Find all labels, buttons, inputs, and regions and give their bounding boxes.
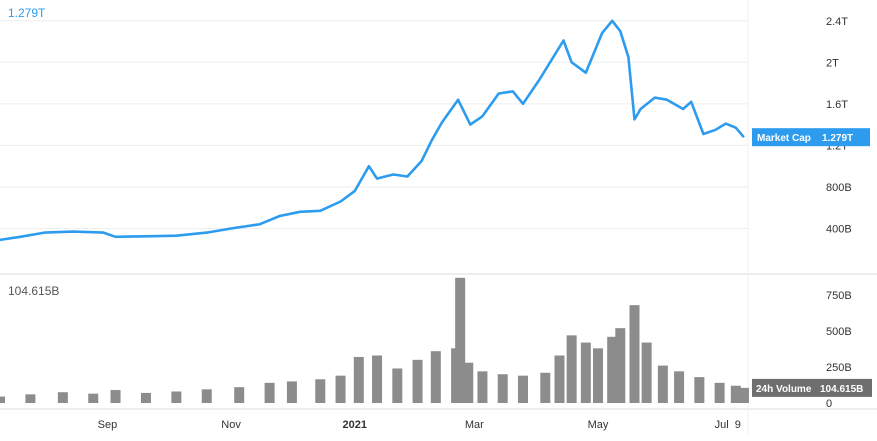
volume-name-tag [752, 378, 818, 397]
volume-bar [738, 387, 749, 403]
market-cap-y-tick-label: 2T [826, 57, 839, 69]
volume-bar [657, 365, 668, 403]
market-cap-y-tick-label: 400B [826, 223, 852, 235]
volume-bar [25, 394, 36, 403]
volume-y-tick-label: 0 [826, 398, 832, 410]
market-cap-readout: 1.279T [8, 6, 46, 20]
volume-bar [372, 355, 383, 403]
volume-bar [497, 374, 508, 403]
volume-bar [201, 389, 212, 403]
market-cap-y-tick-label: 2.4T [826, 16, 848, 28]
volume-bar [286, 381, 297, 403]
market-cap-value-tag [818, 128, 870, 147]
market-cap-y-tick-label: 1.6T [826, 99, 848, 111]
volume-bar [607, 336, 618, 403]
volume-bar [353, 356, 364, 403]
volume-bar [0, 396, 5, 403]
volume-bar [674, 371, 685, 403]
volume-bar [430, 351, 441, 403]
volume-bar [264, 382, 275, 403]
volume-bar [463, 362, 474, 403]
volume-bar [629, 305, 640, 403]
volume-bar [615, 328, 626, 403]
volume-bar [730, 385, 741, 403]
volume-bar [540, 372, 551, 403]
volume-bar [694, 377, 705, 403]
volume-bar [455, 277, 466, 403]
volume-bar [315, 379, 326, 403]
volume-bar [110, 390, 121, 403]
volume-bar [580, 342, 591, 403]
volume-y-tick-label: 250B [826, 362, 852, 374]
volume-bar [592, 348, 603, 403]
market-cap-line [0, 19, 745, 242]
volume-bar [234, 387, 245, 403]
x-tick-label: Sep [98, 419, 118, 431]
volume-bar [171, 391, 182, 403]
x-tick-label: Jul [715, 419, 729, 431]
market-cap-y-tick-label: 800B [826, 182, 852, 194]
x-tick-label: 9 [735, 419, 741, 431]
volume-bar [88, 393, 99, 403]
volume-bar [140, 392, 151, 403]
volume-bar [477, 371, 488, 403]
volume-bar [392, 368, 403, 403]
market-cap-name-tag [752, 128, 818, 147]
x-tick-label: 2021 [343, 419, 367, 431]
market-cap-name-label: Market Cap [757, 133, 811, 144]
volume-name-label: 24h Volume [756, 384, 812, 395]
volume-bar [554, 355, 565, 403]
volume-bar [641, 342, 652, 403]
volume-y-tick-label: 750B [826, 290, 852, 302]
x-tick-label: Mar [465, 419, 484, 431]
x-tick-label: Nov [221, 419, 241, 431]
volume-bar [714, 382, 725, 403]
volume-value-tag [818, 378, 872, 397]
volume-bar [566, 335, 577, 403]
volume-bar [517, 375, 528, 403]
volume-value-label: 104.615B [820, 384, 863, 395]
x-tick-label: May [588, 419, 609, 431]
volume-readout: 104.615B [8, 284, 60, 298]
volume-y-tick-label: 500B [826, 326, 852, 338]
volume-bar [335, 375, 346, 403]
market-cap-value-label: 1.279T [822, 133, 853, 144]
volume-bar [57, 392, 68, 403]
volume-bar [412, 359, 423, 403]
